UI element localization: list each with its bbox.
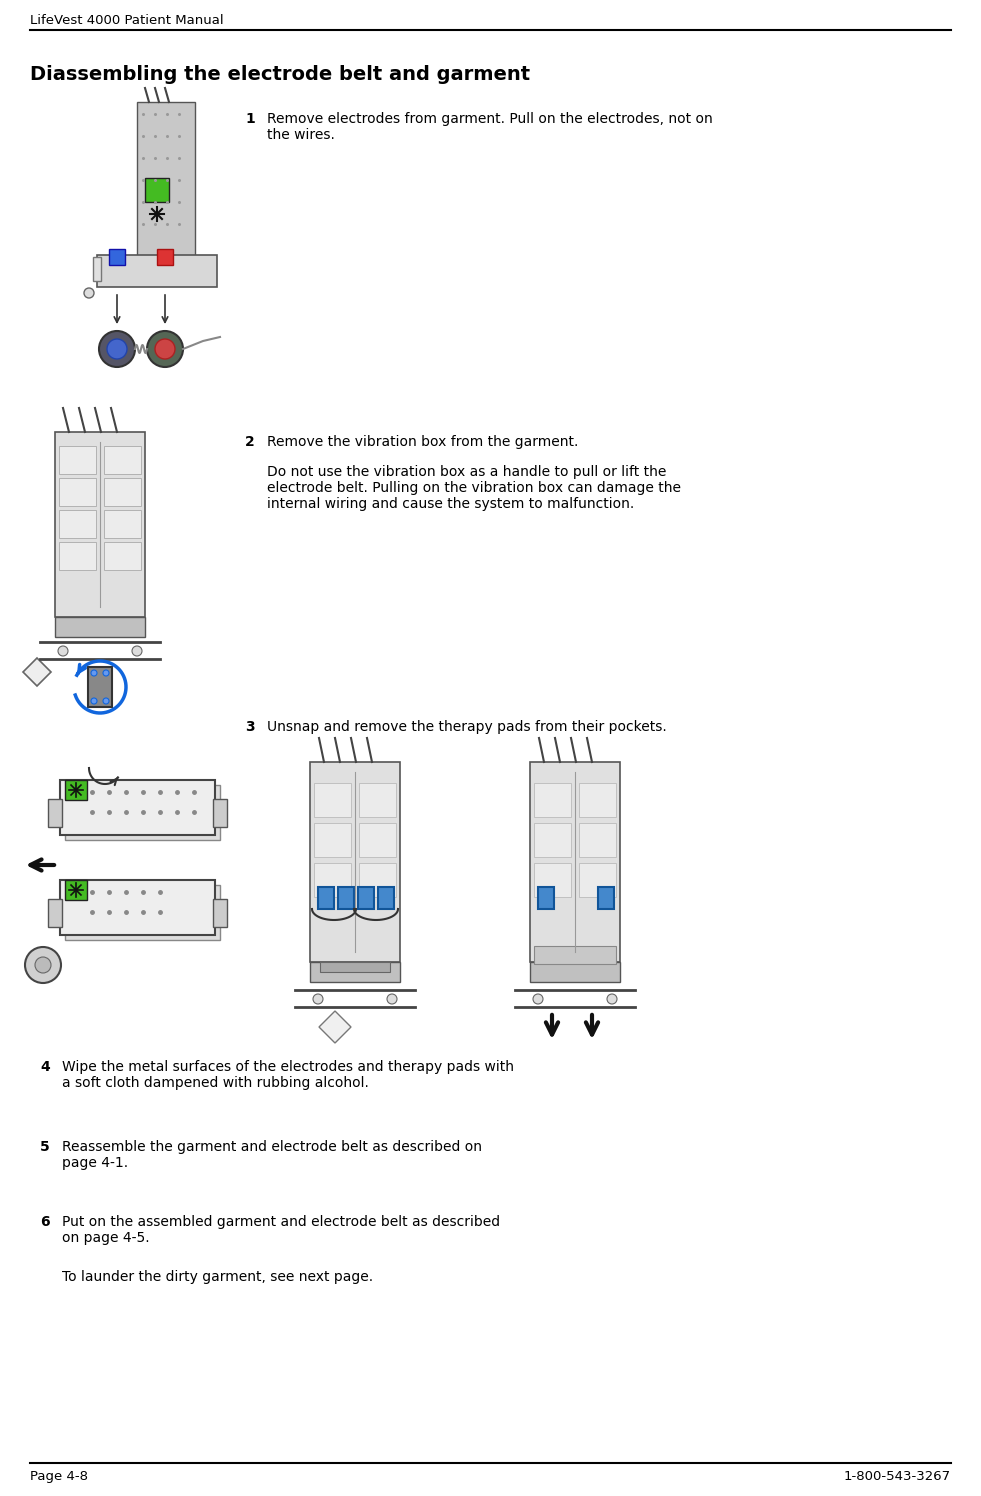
Text: Diassembling the electrode belt and garment: Diassembling the electrode belt and garm… <box>30 64 530 84</box>
Bar <box>157 248 173 265</box>
Circle shape <box>91 670 97 676</box>
Bar <box>109 248 125 265</box>
Bar <box>579 782 616 817</box>
Bar <box>65 886 220 939</box>
Bar <box>59 510 96 539</box>
Text: Remove electrodes from garment. Pull on the electrodes, not on
the wires.: Remove electrodes from garment. Pull on … <box>267 112 713 142</box>
Text: To launder the dirty garment, see next page.: To launder the dirty garment, see next p… <box>62 1270 373 1284</box>
Text: Put on the assembled garment and electrode belt as described
on page 4-5.: Put on the assembled garment and electro… <box>62 1215 500 1245</box>
Bar <box>97 254 217 287</box>
Bar <box>320 962 390 972</box>
Bar <box>48 899 62 928</box>
Bar <box>314 782 351 817</box>
Text: 1-800-543-3267: 1-800-543-3267 <box>844 1471 951 1483</box>
Bar <box>137 102 195 257</box>
Bar <box>359 823 396 857</box>
Circle shape <box>25 947 61 983</box>
Polygon shape <box>23 658 51 687</box>
Circle shape <box>91 699 97 705</box>
Bar <box>104 479 141 506</box>
Bar <box>534 945 616 963</box>
Circle shape <box>533 993 543 1004</box>
Bar <box>534 782 571 817</box>
Bar <box>579 823 616 857</box>
Circle shape <box>132 646 142 657</box>
Text: 3: 3 <box>245 720 255 735</box>
Bar <box>88 667 112 708</box>
Bar <box>358 887 374 910</box>
Circle shape <box>387 993 397 1004</box>
Bar <box>310 962 400 981</box>
Circle shape <box>147 331 183 367</box>
Text: Remove the vibration box from the garment.: Remove the vibration box from the garmen… <box>267 435 579 449</box>
Bar <box>59 479 96 506</box>
Bar <box>338 887 354 910</box>
Circle shape <box>103 699 109 705</box>
Bar <box>314 863 351 898</box>
Bar <box>534 863 571 898</box>
Text: 6: 6 <box>40 1215 50 1230</box>
Bar <box>359 782 396 817</box>
Bar <box>65 779 87 800</box>
Circle shape <box>107 340 127 359</box>
Bar <box>104 510 141 539</box>
Bar <box>65 880 87 901</box>
Bar <box>579 863 616 898</box>
Circle shape <box>99 331 135 367</box>
Bar <box>48 799 62 827</box>
Bar <box>538 887 554 910</box>
Bar <box>213 799 227 827</box>
Circle shape <box>155 340 175 359</box>
Bar <box>55 616 145 637</box>
Bar <box>145 178 169 202</box>
Circle shape <box>607 993 617 1004</box>
Polygon shape <box>319 1011 351 1043</box>
Bar <box>530 761 620 962</box>
Bar <box>55 432 145 616</box>
Bar <box>318 887 334 910</box>
Bar <box>310 761 400 962</box>
Text: Reassemble the garment and electrode belt as described on
page 4-1.: Reassemble the garment and electrode bel… <box>62 1140 482 1170</box>
Bar <box>378 887 394 910</box>
Bar <box>598 887 614 910</box>
Text: 5: 5 <box>40 1140 50 1153</box>
Bar <box>530 962 620 981</box>
Bar <box>59 542 96 570</box>
Text: Page 4-8: Page 4-8 <box>30 1471 88 1483</box>
Circle shape <box>103 670 109 676</box>
Bar <box>213 899 227 928</box>
Bar <box>104 542 141 570</box>
Text: 1: 1 <box>245 112 255 126</box>
Text: Do not use the vibration box as a handle to pull or lift the
electrode belt. Pul: Do not use the vibration box as a handle… <box>267 465 681 512</box>
Bar <box>534 823 571 857</box>
Circle shape <box>58 646 68 657</box>
Bar <box>65 785 220 839</box>
Circle shape <box>84 289 94 298</box>
Circle shape <box>35 957 51 972</box>
Text: 2: 2 <box>245 435 255 449</box>
Text: Unsnap and remove the therapy pads from their pockets.: Unsnap and remove the therapy pads from … <box>267 720 667 735</box>
Bar <box>93 257 101 281</box>
Bar <box>60 779 215 835</box>
Bar <box>60 880 215 935</box>
Circle shape <box>313 993 323 1004</box>
Bar <box>359 863 396 898</box>
Text: Wipe the metal surfaces of the electrodes and therapy pads with
a soft cloth dam: Wipe the metal surfaces of the electrode… <box>62 1061 514 1091</box>
Text: LifeVest 4000 Patient Manual: LifeVest 4000 Patient Manual <box>30 13 224 27</box>
Bar <box>314 823 351 857</box>
Text: 4: 4 <box>40 1061 50 1074</box>
Bar <box>104 446 141 474</box>
Bar <box>59 446 96 474</box>
